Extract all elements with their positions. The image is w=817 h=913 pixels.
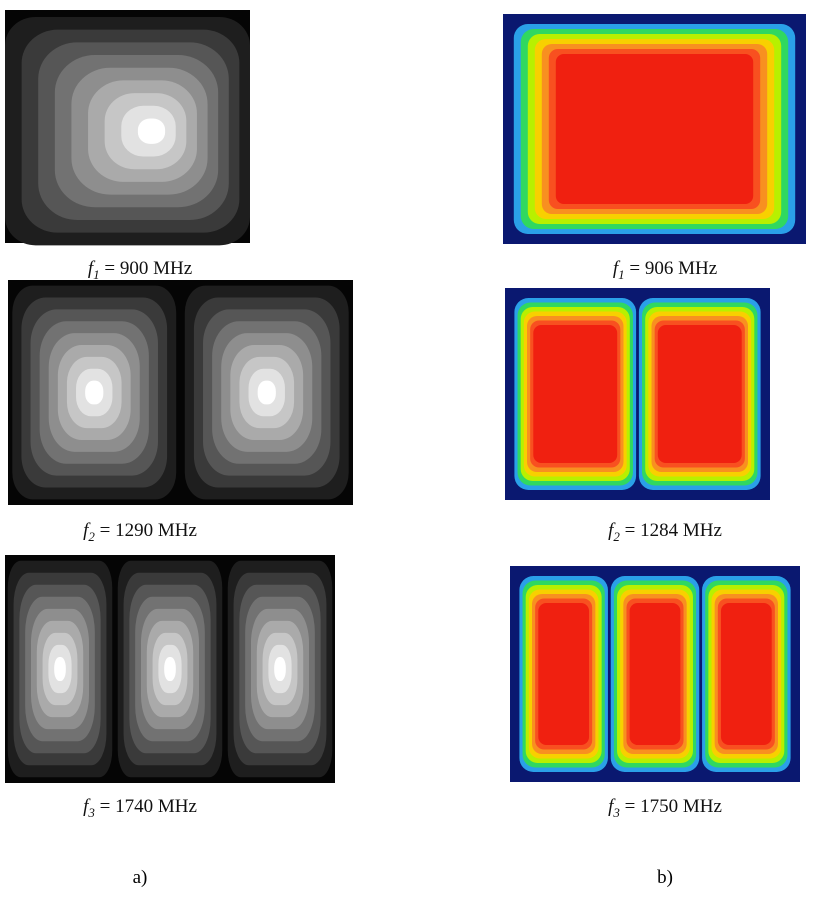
field-level [721, 603, 772, 745]
caption: f1 = 906 MHz [515, 258, 815, 283]
contour-level [138, 118, 165, 143]
field-level [658, 325, 742, 463]
field-level [556, 54, 753, 204]
figure-images [0, 0, 817, 913]
column-label: b) [635, 867, 695, 889]
caption: f1 = 900 MHz [0, 258, 290, 283]
caption-text: = 900 MHz [104, 258, 192, 279]
contour-level [85, 381, 103, 405]
field-level [533, 325, 617, 463]
caption-subscript: 3 [613, 805, 620, 820]
caption-text: = 906 MHz [629, 258, 717, 279]
caption-text: = 1290 MHz [100, 520, 197, 541]
caption-subscript: 2 [613, 529, 620, 544]
caption-text: = 1750 MHz [625, 796, 722, 817]
contour-level [164, 657, 176, 681]
caption-subscript: 2 [88, 529, 95, 544]
caption-subscript: 3 [88, 805, 95, 820]
caption-text: = 1284 MHz [625, 520, 722, 541]
caption: f3 = 1740 MHz [0, 796, 290, 821]
contour-level [54, 657, 66, 681]
caption-subscript: 1 [93, 267, 100, 282]
caption-text: = 1740 MHz [100, 796, 197, 817]
caption: f2 = 1284 MHz [515, 520, 815, 545]
caption-subscript: 1 [618, 267, 625, 282]
field-level [630, 603, 681, 745]
caption: f2 = 1290 MHz [0, 520, 290, 545]
contour-level [258, 381, 276, 405]
caption: f3 = 1750 MHz [515, 796, 815, 821]
contour-level [274, 657, 286, 681]
column-label: a) [110, 867, 170, 889]
figure: f1 = 900 MHz f1 = 906 MHz f2 = 1290 MHz f2 … [0, 0, 817, 913]
field-level [538, 603, 589, 745]
